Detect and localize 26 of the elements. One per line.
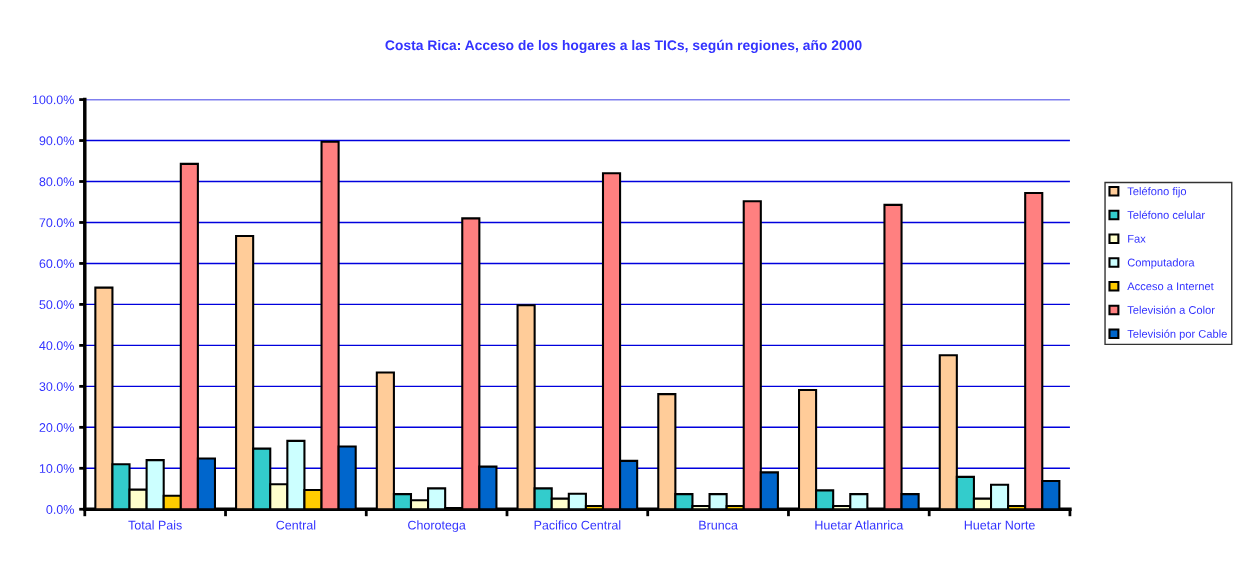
legend-label: Televisión a Color [1127, 305, 1215, 314]
legend-label: Televisión por Cable [1127, 329, 1227, 340]
legend-label: Acceso a Internet [1127, 282, 1214, 291]
y-tick-label: 80.0% [39, 177, 74, 187]
x-tick-label: Brunca [699, 520, 738, 530]
y-tick-label: 10.0% [39, 464, 74, 473]
chart-title: Costa Rica: Acceso de los hogares a las TICs, según regiones, año 2000 [385, 39, 862, 53]
x-tick-label: Huetar Norte [964, 520, 1035, 530]
y-tick-label: 20.0% [39, 423, 74, 432]
y-tick-label: 50.0% [39, 300, 74, 310]
y-tick-label: 0.0% [46, 505, 74, 514]
legend-label: Fax [1128, 234, 1146, 243]
y-tick-label: 90.0% [39, 136, 74, 146]
y-tick-label: 60.0% [39, 259, 74, 269]
legend-label: Teléfono fijo [1127, 186, 1187, 198]
y-tick-label: 100.0% [32, 95, 74, 105]
legend-label: Teléfono celular [1127, 210, 1205, 219]
legend-label: Computadora [1127, 258, 1195, 269]
y-tick-label: 30.0% [39, 382, 74, 391]
x-tick-label: Central [276, 520, 316, 530]
y-tick-label: 70.0% [39, 218, 74, 228]
x-tick-label: Chorotega [408, 520, 466, 533]
x-tick-label: Total Pais [128, 520, 182, 530]
y-tick-label: 40.0% [39, 341, 74, 351]
x-tick-label: Pacifico Central [534, 520, 621, 530]
x-tick-label: Huetar Atlanrica [815, 520, 904, 530]
